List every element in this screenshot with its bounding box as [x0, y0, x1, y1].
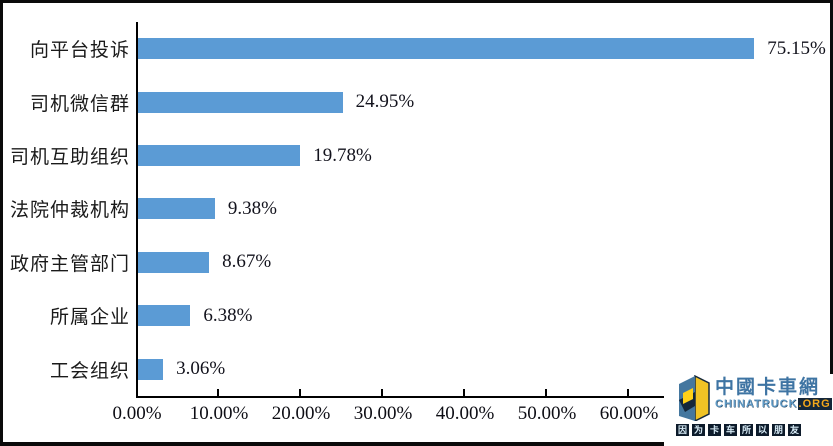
category-label: 工会组织	[49, 360, 130, 382]
bar	[138, 91, 343, 113]
x-axis-tick-label: 10.00%	[189, 403, 249, 424]
frame-border-top	[0, 0, 833, 3]
watermark-tagline: 因 为 卡 车 所 以 朋 友	[676, 424, 833, 436]
tagline-char: 所	[740, 424, 753, 436]
category-label: 司机互助组织	[9, 147, 130, 169]
watermark-brand-en: CHINATRUCK.ORG	[715, 398, 832, 411]
watermark-text: 中國卡車網 CHINATRUCK.ORG	[715, 375, 832, 411]
bar-value-label: 8.67%	[222, 251, 272, 273]
watermark-brand-tld: .ORG	[797, 398, 832, 410]
chinatruck-watermark: 中國卡車網 CHINATRUCK.ORG 因 为 卡 车 所 以 朋 友	[664, 374, 833, 446]
x-axis-tick	[463, 389, 465, 396]
bar-value-label: 75.15%	[767, 37, 826, 59]
y-axis-line	[136, 22, 138, 398]
x-axis-tick	[299, 389, 301, 396]
bar	[138, 198, 215, 220]
watermark-brand-en-name: CHINATRUCK	[715, 398, 798, 410]
category-label: 所属企业	[49, 307, 130, 329]
x-axis-tick-label: 30.00%	[353, 403, 413, 424]
bar-value-label: 6.38%	[203, 304, 253, 326]
bar	[138, 358, 164, 380]
bar-value-label: 19.78%	[313, 144, 372, 166]
category-label: 法院仲裁机构	[9, 200, 130, 222]
watermark-brand-cn: 中國卡車網	[715, 377, 821, 398]
bar-value-label: 9.38%	[227, 197, 277, 219]
frame-border-right	[830, 0, 833, 446]
y-axis-category-labels: 向平台投诉 司机微信群 司机互助组织 法院仲裁机构 政府主管部门 所属企业 工会…	[4, 22, 130, 396]
plot-area: 75.15% 24.95% 19.78% 9.38% 8.67% 6.38% 3…	[138, 22, 831, 396]
bar	[138, 145, 301, 167]
x-axis-tick-label: 40.00%	[435, 403, 495, 424]
bar-row: 6.38%	[138, 289, 831, 342]
category-label: 向平台投诉	[29, 40, 130, 62]
bar	[138, 251, 210, 273]
category-label: 司机微信群	[29, 93, 130, 115]
category-label: 政府主管部门	[9, 253, 130, 275]
bar	[138, 305, 191, 327]
frame-border-left	[0, 0, 3, 446]
bar-row: 3.06%	[138, 343, 831, 396]
tagline-char: 为	[692, 424, 705, 436]
tagline-char: 车	[724, 424, 737, 436]
tagline-char: 朋	[772, 424, 785, 436]
tagline-char: 卡	[708, 424, 721, 436]
x-axis-tick-label: 60.00%	[599, 403, 659, 424]
x-axis-tick-label: 20.00%	[271, 403, 331, 424]
bar-row: 75.15%	[138, 22, 831, 75]
tagline-char: 友	[788, 424, 801, 436]
x-axis-tick-label: 50.00%	[517, 403, 577, 424]
x-axis-tick-label: 0.00%	[112, 403, 162, 424]
tagline-char: 以	[756, 424, 769, 436]
x-axis-tick	[381, 389, 383, 396]
bar-row: 8.67%	[138, 236, 831, 289]
x-axis-line	[136, 396, 755, 398]
cube-logo-icon	[679, 375, 710, 421]
bar-row: 9.38%	[138, 182, 831, 235]
bar-value-label: 3.06%	[176, 358, 226, 380]
frame-border-bottom	[0, 442, 833, 446]
bar	[138, 38, 755, 60]
x-axis-tick	[627, 389, 629, 396]
watermark-main: 中國卡車網 CHINATRUCK.ORG	[664, 374, 833, 421]
bar-row: 19.78%	[138, 129, 831, 182]
x-axis-tick	[545, 389, 547, 396]
x-axis-tick	[217, 389, 219, 396]
bar-value-label: 24.95%	[355, 91, 415, 113]
bar-row: 24.95%	[138, 75, 831, 128]
tagline-char: 因	[676, 424, 689, 436]
